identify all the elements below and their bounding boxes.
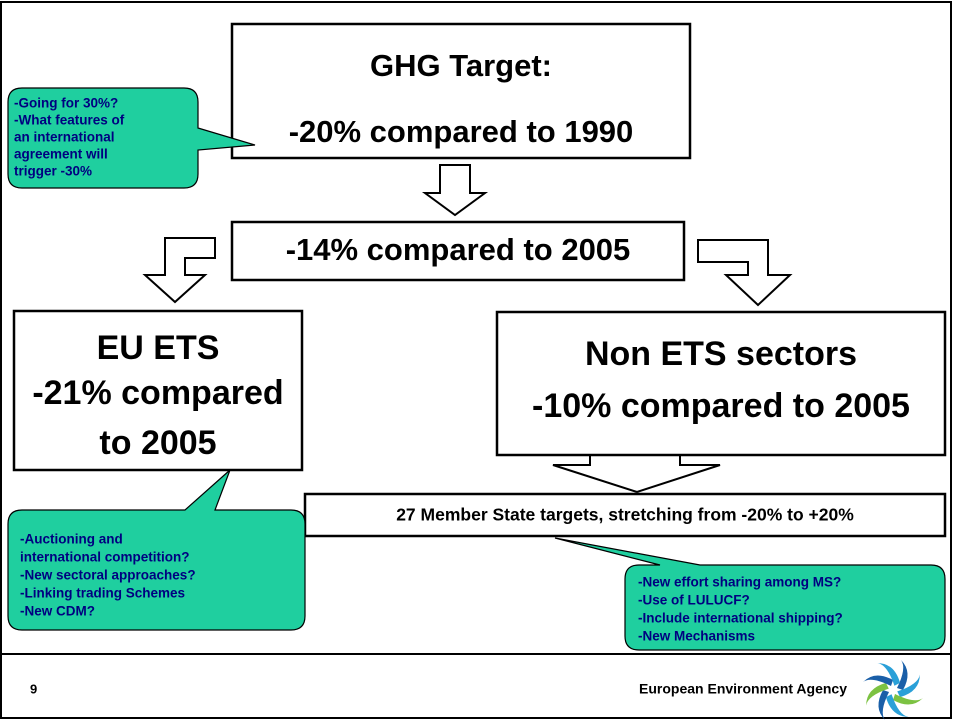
box-text: EU ETS: [97, 329, 220, 367]
box-ets: [12, 309, 304, 472]
callout-text: -What features of: [14, 113, 125, 128]
box-text: GHG Target:: [370, 48, 552, 83]
callout-text: -Going for 30%?: [14, 96, 118, 111]
box-ghg: [230, 22, 692, 160]
callout: [7, 87, 256, 189]
page-number: 9: [30, 681, 37, 696]
callout-text: international competition?: [20, 550, 190, 565]
callout-text: an international: [14, 130, 115, 145]
arrow-left: [142, 237, 216, 304]
arrow-right: [697, 239, 793, 307]
callout-text: -Use of LULUCF?: [638, 593, 750, 608]
box-non-ets: [495, 310, 947, 457]
callout: [7, 469, 306, 631]
callout-text: -New effort sharing among MS?: [638, 575, 841, 590]
callout: [554, 537, 946, 651]
callout-text: agreement will: [14, 147, 108, 162]
box-text: -21% compared: [32, 374, 283, 412]
box-text: -14% compared to 2005: [286, 232, 631, 267]
callout-text: -New sectoral approaches?: [20, 568, 196, 583]
box-2005: [230, 220, 686, 282]
callout-text: -Auctioning and: [20, 532, 123, 547]
callout-text: -New Mechanisms: [638, 629, 755, 644]
logo: [863, 660, 923, 720]
arrow-down: [421, 164, 489, 217]
box-text: to 2005: [99, 424, 216, 462]
box-text: -10% compared to 2005: [532, 387, 910, 425]
agency-name: European Environment Agency: [639, 681, 847, 697]
callout-text: -Linking trading Schemes: [20, 586, 185, 601]
callout-text: -New CDM?: [20, 604, 95, 619]
box-text: 27 Member State targets, stretching from…: [396, 505, 854, 525]
callout-text: -Include international shipping?: [638, 611, 843, 626]
box-member-states: [303, 492, 947, 538]
box-text: Non ETS sectors: [585, 335, 857, 373]
callout-text: trigger -30%: [14, 164, 92, 179]
box-text: -20% compared to 1990: [289, 114, 634, 149]
